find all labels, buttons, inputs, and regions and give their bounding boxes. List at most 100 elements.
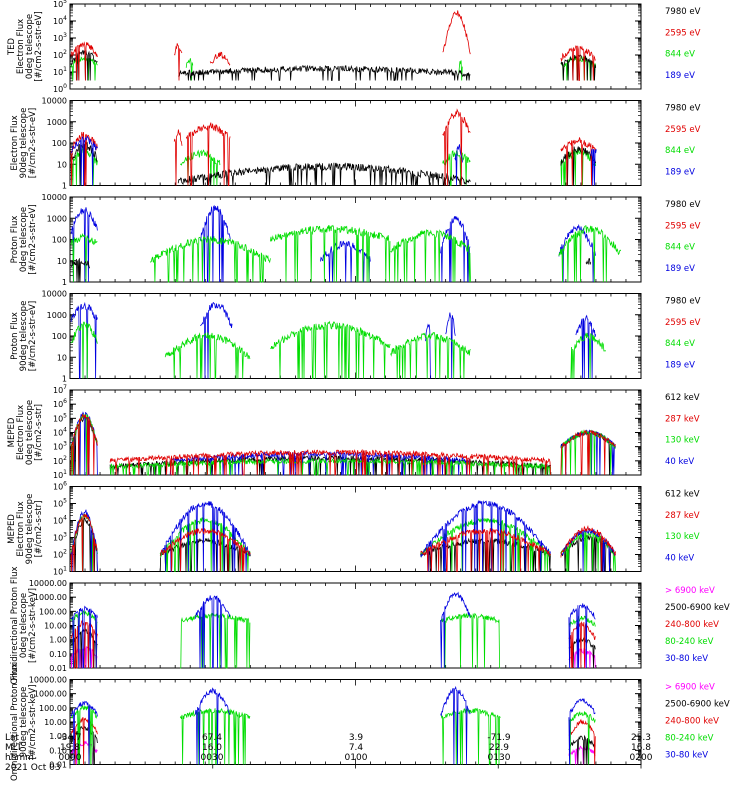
series-blue-trace <box>70 301 597 379</box>
y-tick-label: 10.00 <box>44 718 67 727</box>
panel-6: 101 102 103 104 105 106 MEPED Electron Flux 90de… <box>7 481 700 577</box>
series-green-trace <box>70 224 622 283</box>
legend-entry: 2500-6900 keV <box>665 700 730 710</box>
legend-entry: 2595 eV <box>665 221 701 231</box>
y-tick-label: 101 <box>53 469 67 480</box>
y-axis-label: 0deg telescope <box>19 207 29 272</box>
series-blue-trace <box>70 135 597 186</box>
y-tick-label: 102 <box>53 455 67 466</box>
legend-entry: 7980 eV <box>665 7 701 17</box>
series-black-trace <box>70 628 596 669</box>
panel-3: 1 10 100 1000 10000 Proton Flux 0deg telescope… <box>10 193 701 287</box>
footer-lat-3: -71.9 <box>487 733 511 743</box>
legend-entry: 130 keV <box>665 436 700 446</box>
legend-entry: > 6900 keV <box>665 683 715 693</box>
panel-4: 1 10 100 1000 10000 Proton Flux 90deg telescop… <box>10 290 701 384</box>
panel-frame <box>69 100 642 186</box>
series-red-trace <box>70 10 596 81</box>
series-red-trace <box>70 716 596 765</box>
panel-frame <box>69 486 642 572</box>
panel-7: 0.01 0.10 1.00 10.00 100.00 1000.00 10000.00 Om… <box>10 566 730 684</box>
y-tick-label: 10 <box>57 160 67 169</box>
y-axis-label: Proton Flux <box>10 216 20 264</box>
y-tick-label: 10 <box>57 257 67 266</box>
series-red-trace <box>70 108 597 186</box>
legend-entry: 287 keV <box>665 414 700 424</box>
series-green-trace <box>70 55 597 81</box>
y-tick-label: 10000 <box>42 290 67 299</box>
panel-2: 1 10 100 1000 10000 Electron Flux 90deg telesc… <box>10 97 701 191</box>
y-tick-label: 104 <box>53 515 67 526</box>
y-tick-label: 102 <box>53 49 67 60</box>
footer-time-3: 0130 <box>488 753 511 763</box>
y-axis-label: Electron Flux <box>16 501 26 556</box>
y-tick-label: 103 <box>53 441 67 452</box>
panel-1: 100 101 102 103 104 105 TED Electron Flux 0deg t… <box>7 0 701 94</box>
legend-entry: 40 keV <box>665 457 694 467</box>
y-tick-label: 10000.00 <box>29 579 67 588</box>
y-tick-label: 106 <box>53 481 67 492</box>
y-tick-label: 105 <box>53 498 67 509</box>
footer-lat-0: -34.7 <box>58 733 81 743</box>
y-tick-label: 1 <box>62 278 67 287</box>
y-tick-label: 100 <box>52 332 67 341</box>
footer-label-mlt: MLT <box>5 743 23 753</box>
series-black-trace <box>70 141 597 186</box>
y-axis-label: [#/cm2-s-str-keV] <box>28 685 38 760</box>
y-tick-label: 10000 <box>42 193 67 202</box>
panel-5: 101 102 103 104 105 106 107 MEPED Electron Flux 0… <box>7 384 700 480</box>
panel-frame <box>69 196 642 283</box>
y-tick-label: 1.00 <box>49 636 67 645</box>
y-tick-label: 10.00 <box>44 622 67 631</box>
y-tick-label: 0.01 <box>49 664 67 673</box>
panel-frame <box>69 582 642 669</box>
legend-entry: 80-240 keV <box>665 734 714 744</box>
legend-entry: 844 eV <box>665 243 695 253</box>
y-axis-label: [#/cm2-s-str-eV] <box>28 204 38 274</box>
series-black-trace <box>70 258 592 283</box>
legend-entry: 240-800 keV <box>665 717 719 727</box>
y-tick-label: 104 <box>53 15 67 26</box>
y-axis-label: Omnidirectional Proton Flux <box>10 566 20 684</box>
footer-mlt-3: 22.9 <box>489 743 509 753</box>
series-blue-trace <box>70 204 596 283</box>
y-tick-label: 1000 <box>47 118 67 127</box>
y-axis-label: 90deg telescope <box>19 108 29 179</box>
y-axis-label: 90deg telescope <box>25 494 35 565</box>
legend-entry: 612 keV <box>665 393 700 403</box>
footer-mlt-0: 19.8 <box>60 743 80 753</box>
y-axis-label: Electron Flux <box>16 405 26 460</box>
series-black-trace <box>70 725 596 765</box>
y-tick-label: 10000 <box>42 97 67 106</box>
legend-entry: 189 eV <box>665 71 695 81</box>
y-axis-label: [#/cm2-s-str-eV] <box>34 11 44 81</box>
footer-time-2: 0100 <box>345 753 368 763</box>
y-axis-label: MEPED <box>7 417 17 447</box>
panel-8: 0.01 0.10 1.00 10.00 100.00 1000.00 10000.00 Om… <box>10 663 730 781</box>
y-tick-label: 1 <box>62 375 67 384</box>
series-red-trace <box>70 513 616 572</box>
y-axis-label: 0deg telescope <box>25 400 35 465</box>
y-axis-label: Proton Flux <box>10 312 20 360</box>
y-tick-label: 104 <box>53 427 67 438</box>
footer-time-4: 0200 <box>630 753 653 763</box>
footer-label-lat: Lat <box>5 733 20 743</box>
y-axis-label: [#/cm2-s-str-eV] <box>28 301 38 371</box>
series-black-trace <box>71 517 616 572</box>
footer-time-0: 0000 <box>59 753 82 763</box>
y-axis-label: TED <box>7 37 17 56</box>
legend-entry: > 6900 keV <box>665 586 715 596</box>
series-magenta-trace <box>70 645 596 669</box>
series-green-trace <box>70 320 607 379</box>
y-axis-label: Electron Flux <box>10 115 20 170</box>
legend-entry: 130 keV <box>665 532 700 542</box>
legend-entry: 2500-6900 keV <box>665 603 730 613</box>
legend-entry: 80-240 keV <box>665 637 714 647</box>
y-tick-label: 1000.00 <box>34 593 67 602</box>
y-tick-label: 10000.00 <box>29 676 67 685</box>
y-tick-label: 105 <box>53 412 67 423</box>
y-tick-label: 1000.00 <box>34 690 67 699</box>
y-tick-label: 1.00 <box>49 732 67 741</box>
